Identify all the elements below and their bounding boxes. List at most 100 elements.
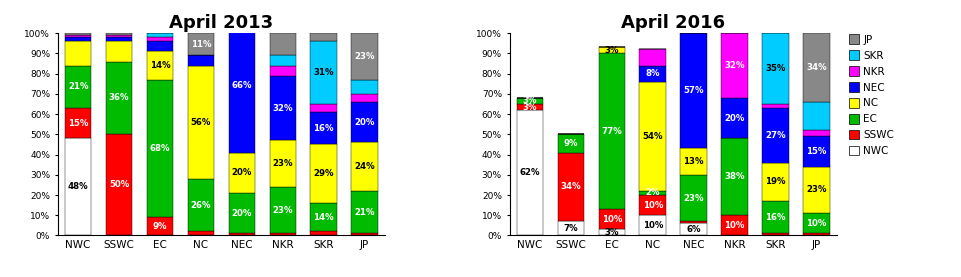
Text: 29%: 29% [313, 169, 333, 178]
Bar [557, 134, 583, 153]
Bar [269, 76, 296, 140]
Text: 19%: 19% [765, 177, 785, 186]
Bar [147, 33, 173, 37]
Bar [310, 41, 336, 104]
Bar [639, 49, 665, 66]
Text: 10%: 10% [724, 221, 744, 230]
Text: 23%: 23% [272, 206, 293, 215]
Text: 10%: 10% [642, 201, 662, 210]
Text: 3%: 3% [522, 102, 536, 112]
Text: 23%: 23% [805, 186, 825, 194]
Bar [598, 209, 625, 229]
Bar [351, 80, 378, 94]
Text: 13%: 13% [682, 157, 703, 166]
Text: 23%: 23% [354, 52, 375, 61]
Text: 10%: 10% [642, 221, 662, 230]
Text: 68%: 68% [150, 144, 170, 153]
Bar [598, 47, 625, 53]
Text: 48%: 48% [68, 183, 88, 191]
Bar [147, 37, 173, 41]
Bar [269, 187, 296, 234]
Text: 32%: 32% [724, 61, 744, 70]
Bar [147, 217, 173, 235]
Bar [187, 55, 214, 66]
Bar [679, 221, 706, 223]
Bar [351, 191, 378, 234]
Bar [761, 104, 788, 108]
Bar [721, 138, 747, 215]
Bar [64, 138, 91, 235]
Text: 14%: 14% [150, 61, 170, 70]
Text: 23%: 23% [272, 159, 293, 168]
Text: 11%: 11% [190, 40, 211, 49]
Text: 34%: 34% [805, 63, 825, 72]
Bar [639, 66, 665, 82]
Bar [64, 66, 91, 108]
Bar [64, 41, 91, 66]
Bar [269, 55, 296, 66]
Text: 20%: 20% [354, 118, 375, 127]
Text: 6%: 6% [686, 225, 701, 234]
Bar [679, 148, 706, 175]
Text: 56%: 56% [190, 118, 210, 127]
Bar [187, 231, 214, 235]
Bar [679, 33, 706, 148]
Bar [269, 66, 296, 76]
Text: 8%: 8% [645, 69, 659, 78]
Text: 20%: 20% [232, 168, 252, 177]
Bar [598, 53, 625, 209]
Bar [802, 130, 829, 136]
Text: 77%: 77% [601, 127, 622, 136]
Text: 24%: 24% [354, 162, 375, 171]
Bar [310, 33, 336, 41]
Bar [187, 179, 214, 231]
Bar [639, 191, 665, 195]
Bar [310, 231, 336, 235]
Bar [147, 52, 173, 80]
Text: 20%: 20% [724, 114, 744, 123]
Text: 21%: 21% [354, 208, 375, 217]
Bar [802, 234, 829, 235]
Title: April 2016: April 2016 [621, 14, 725, 32]
Bar [721, 33, 747, 98]
Text: 2%: 2% [645, 188, 659, 198]
Bar [106, 33, 133, 35]
Text: 3%: 3% [604, 46, 619, 55]
Bar [516, 98, 543, 104]
Text: 7%: 7% [563, 224, 578, 233]
Text: 10%: 10% [805, 219, 825, 228]
Bar [310, 112, 336, 145]
Bar [229, 234, 255, 235]
Legend: JP, SKR, NKR, NEC, NC, EC, SSWC, NWC: JP, SKR, NKR, NEC, NC, EC, SSWC, NWC [848, 34, 893, 156]
Text: 38%: 38% [724, 172, 744, 181]
Bar [147, 41, 173, 52]
Bar [557, 221, 583, 235]
Bar [721, 98, 747, 138]
Bar [639, 82, 665, 191]
Text: 16%: 16% [765, 213, 785, 222]
Bar [229, 17, 255, 19]
Bar [802, 102, 829, 130]
Bar [761, 163, 788, 201]
Text: 3%: 3% [604, 228, 619, 237]
Bar [351, 142, 378, 191]
Text: 26%: 26% [190, 201, 211, 210]
Bar [802, 136, 829, 167]
Bar [64, 35, 91, 37]
Bar [310, 104, 336, 112]
Bar [269, 234, 296, 235]
Bar [639, 215, 665, 235]
Bar [229, 19, 255, 153]
Bar [351, 33, 378, 80]
Bar [351, 234, 378, 235]
Bar [64, 37, 91, 41]
Bar [106, 134, 133, 235]
Bar [106, 61, 133, 134]
Bar [64, 108, 91, 138]
Text: 27%: 27% [764, 131, 785, 140]
Text: 21%: 21% [68, 82, 88, 91]
Bar [802, 33, 829, 102]
Text: 62%: 62% [519, 168, 540, 177]
Bar [639, 195, 665, 215]
Bar [147, 80, 173, 217]
